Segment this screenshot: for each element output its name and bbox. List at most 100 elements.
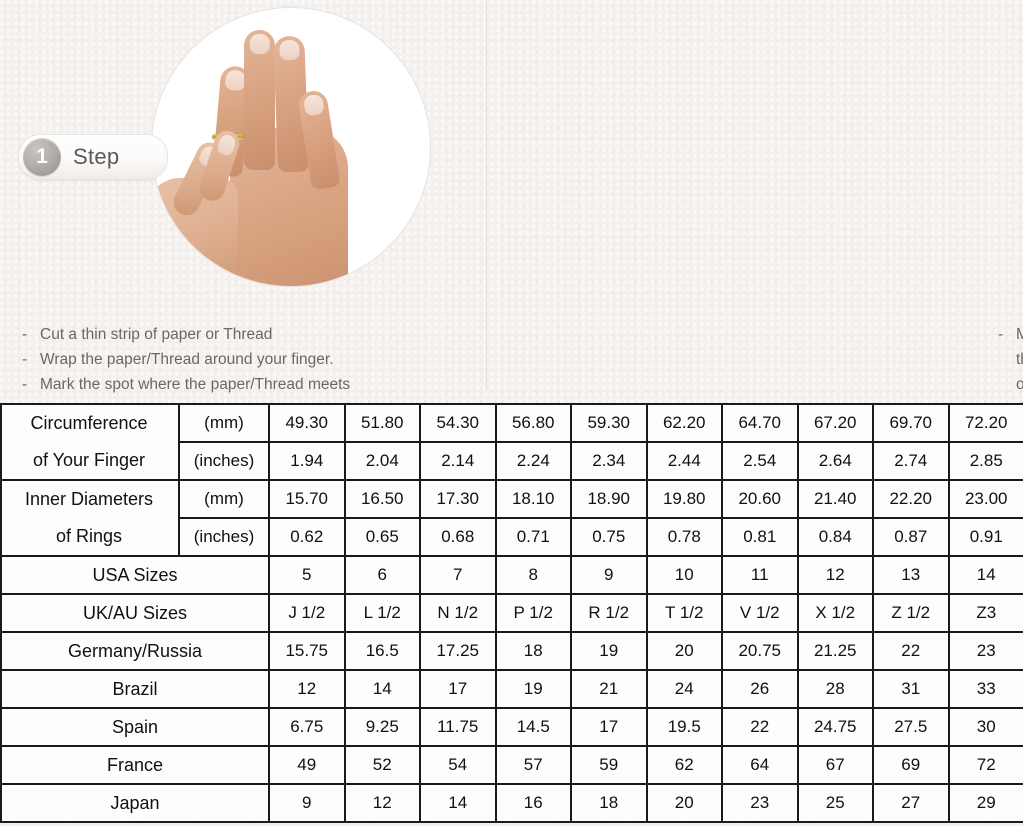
table-cell: 22.20 [872, 479, 950, 519]
table-cell: 31 [872, 669, 950, 709]
table-cell: 25 [796, 783, 874, 823]
table-cell: 67 [796, 745, 874, 785]
step-label: Step [73, 144, 120, 169]
table-cell: 24.75 [796, 707, 874, 747]
table-cell: 16.5 [343, 631, 421, 671]
table-cell: 15.75 [268, 631, 346, 671]
table-cell: 24 [645, 669, 723, 709]
table-cell: 30 [947, 707, 1023, 747]
table-cell: 18 [494, 631, 572, 671]
table-cell: 11.75 [419, 707, 497, 747]
table-cell: 2.85 [947, 441, 1023, 481]
bullet-dash: - [22, 351, 28, 368]
table-cell: 2.34 [570, 441, 648, 481]
table-cell: 67.20 [796, 403, 874, 443]
table-cell: 14 [947, 555, 1023, 595]
table-cell: P 1/2 [494, 593, 572, 633]
table-cell: 62 [645, 745, 723, 785]
instruction-text: Mark the spot where the paper/Thread mee… [40, 376, 351, 393]
table-cell: 17 [570, 707, 648, 747]
table-row: of Rings (inches) 0.62 0.65 0.68 0.71 0.75 0.78… [0, 517, 1023, 557]
table-cell: 9.25 [343, 707, 421, 747]
table-cell: 49.30 [268, 403, 346, 443]
table-cell: X 1/2 [796, 593, 874, 633]
fingernail-icon [302, 93, 325, 117]
step-1-badge: 1 Step [18, 134, 168, 180]
row-unit: (mm) [178, 403, 270, 443]
table-cell: R 1/2 [570, 593, 648, 633]
row-label: of Your Finger [0, 442, 180, 481]
instruction-text: Wrap the paper/Thread around your finger… [40, 351, 334, 368]
table-cell: 0.75 [570, 517, 648, 557]
table-cell: 17.30 [419, 479, 497, 519]
table-cell: 0.68 [419, 517, 497, 557]
table-cell: 0.78 [645, 517, 723, 557]
hand-illustration [152, 8, 430, 286]
table-row: Circumference (mm) 49.30 51.80 54.30 56.80 59.… [0, 403, 1023, 443]
table-row: Inner Diameters (mm) 15.70 16.50 17.30 18.10 1… [0, 479, 1023, 519]
table-cell: 2.04 [343, 441, 421, 481]
table-cell: 56.80 [494, 403, 572, 443]
table-cell: 21.40 [796, 479, 874, 519]
table-cell: 52 [343, 745, 421, 785]
table-cell: 18.10 [494, 479, 572, 519]
table-cell: 6 [343, 555, 421, 595]
table-cell: 19.5 [645, 707, 723, 747]
table-cell: 13 [872, 555, 950, 595]
table-row: Germany/Russia 15.75 16.5 17.25 18 19 20 20.75 2… [0, 631, 1023, 671]
step-number: 1 [23, 138, 61, 176]
table-cell: V 1/2 [721, 593, 799, 633]
table-cell: 21.25 [796, 631, 874, 671]
table-cell: 57 [494, 745, 572, 785]
row-label: Brazil [0, 669, 270, 709]
table-cell: 15.70 [268, 479, 346, 519]
table-cell: 72 [947, 745, 1023, 785]
table-cell: 64.70 [721, 403, 799, 443]
table-cell: 16 [494, 783, 572, 823]
table-cell: 12 [343, 783, 421, 823]
table-cell: 26 [721, 669, 799, 709]
instruction-item: - Cut a thin strip of paper or Thread [22, 322, 350, 347]
table-cell: 5 [268, 555, 346, 595]
step-1-photo [152, 8, 430, 286]
table-cell: 11 [721, 555, 799, 595]
table-cell: 21 [570, 669, 648, 709]
table-cell: N 1/2 [419, 593, 497, 633]
table-cell: 20 [645, 783, 723, 823]
table-cell: 22 [721, 707, 799, 747]
table-cell: 14 [419, 783, 497, 823]
fingernail-icon [215, 132, 238, 157]
table-cell: 49 [268, 745, 346, 785]
table-cell: J 1/2 [268, 593, 346, 633]
table-cell: 2.54 [721, 441, 799, 481]
table-cell: 17.25 [419, 631, 497, 671]
table-cell: 51.80 [343, 403, 421, 443]
table-cell: 18 [570, 783, 648, 823]
table-cell: 0.91 [947, 517, 1023, 557]
table-row: Spain 6.75 9.25 11.75 14.5 17 19.5 22 24.75 27.5 3… [0, 707, 1023, 747]
table-cell: 9 [570, 555, 648, 595]
table-cell: 19 [494, 669, 572, 709]
table-cell: 27.5 [872, 707, 950, 747]
table-cell: 7 [419, 555, 497, 595]
table-cell: 2.74 [872, 441, 950, 481]
table-cell: 9 [268, 783, 346, 823]
table-cell: 69.70 [872, 403, 950, 443]
table-cell: 2.14 [419, 441, 497, 481]
table-cell: 72.20 [947, 403, 1023, 443]
table-cell: 28 [796, 669, 874, 709]
fingernail-icon [224, 69, 247, 92]
row-label: Spain [0, 707, 270, 747]
steps-section: 1 Step - Cut a thin strip of paper or Th… [0, 0, 1023, 618]
row-label: Inner Diameters [0, 479, 180, 518]
instruction-item: - Mark the spot where the paper/Thread m… [22, 372, 350, 397]
table-cell: 59.30 [570, 403, 648, 443]
table-cell: 8 [494, 555, 572, 595]
instruction-item: - Wrap the paper/Thread around your fing… [22, 347, 350, 372]
table-cell: 20 [645, 631, 723, 671]
table-cell: 19.80 [645, 479, 723, 519]
table-cell: 0.87 [872, 517, 950, 557]
panel-divider [486, 0, 487, 390]
table-cell: 64 [721, 745, 799, 785]
table-cell: 2.44 [645, 441, 723, 481]
